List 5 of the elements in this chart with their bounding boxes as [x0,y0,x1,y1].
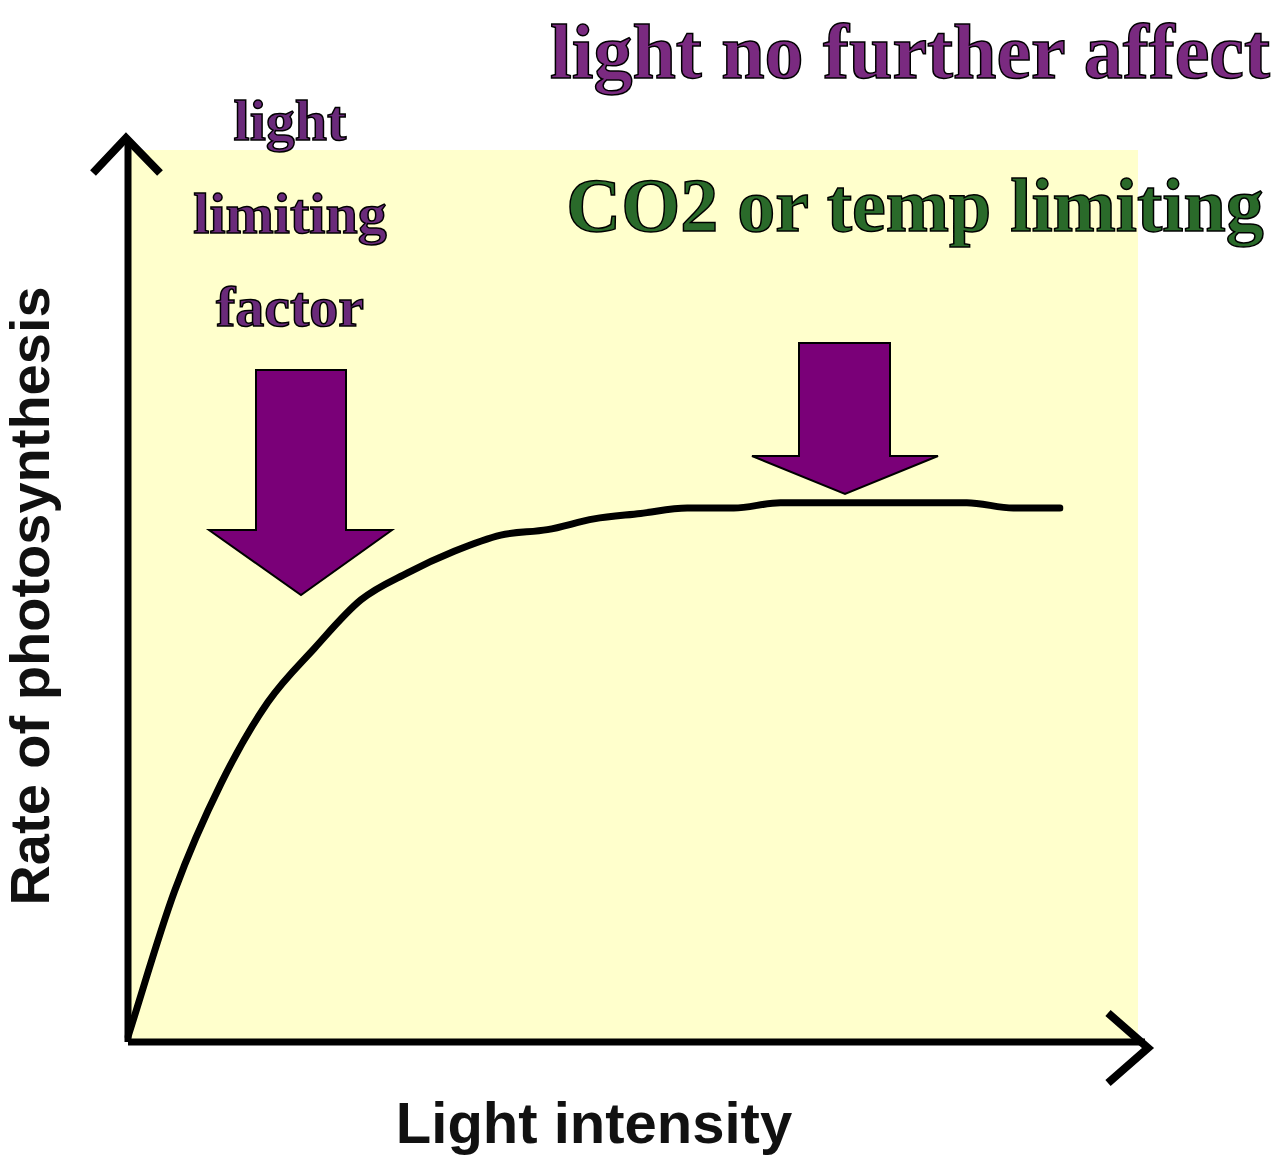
text: light limiting factor [192,87,388,341]
x-axis-title: Light intensity [395,1090,793,1156]
text: light no further affect [549,7,1271,97]
y-axis-title: Rate of photosynthesis [0,286,62,906]
text: CO2 or temp limiting [565,162,1265,249]
